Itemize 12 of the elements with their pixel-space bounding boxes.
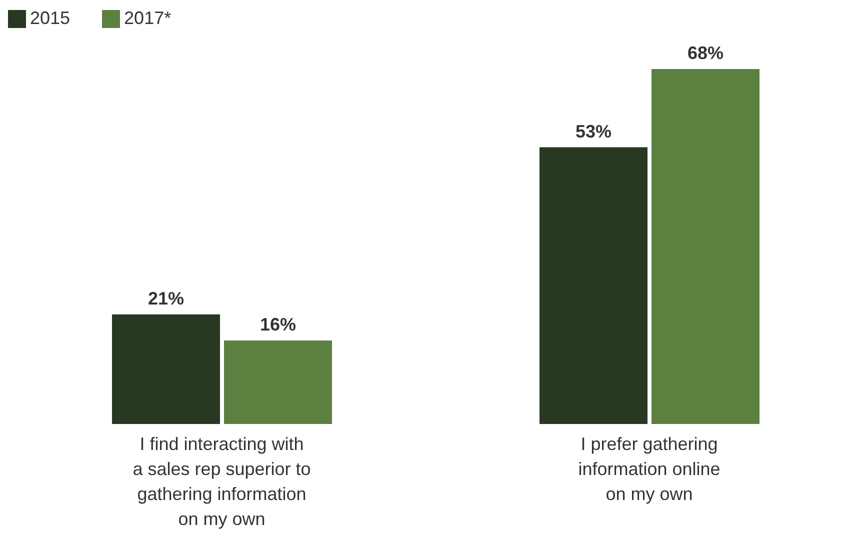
legend-label: 2015 [30, 8, 70, 28]
x-tick-label: I prefer gathering information online on my own [578, 434, 720, 504]
x-tick-label: I find interacting with a sales rep superior to gathering information on my own [132, 434, 311, 529]
bar [224, 340, 332, 424]
data-label: 16% [260, 314, 296, 334]
data-label: 68% [687, 43, 724, 63]
data-label: 53% [575, 121, 612, 142]
data-label: 21% [148, 288, 184, 308]
legend-label: 2017* [124, 8, 172, 28]
bar [112, 314, 220, 424]
bar [540, 147, 648, 424]
bar [652, 69, 760, 424]
